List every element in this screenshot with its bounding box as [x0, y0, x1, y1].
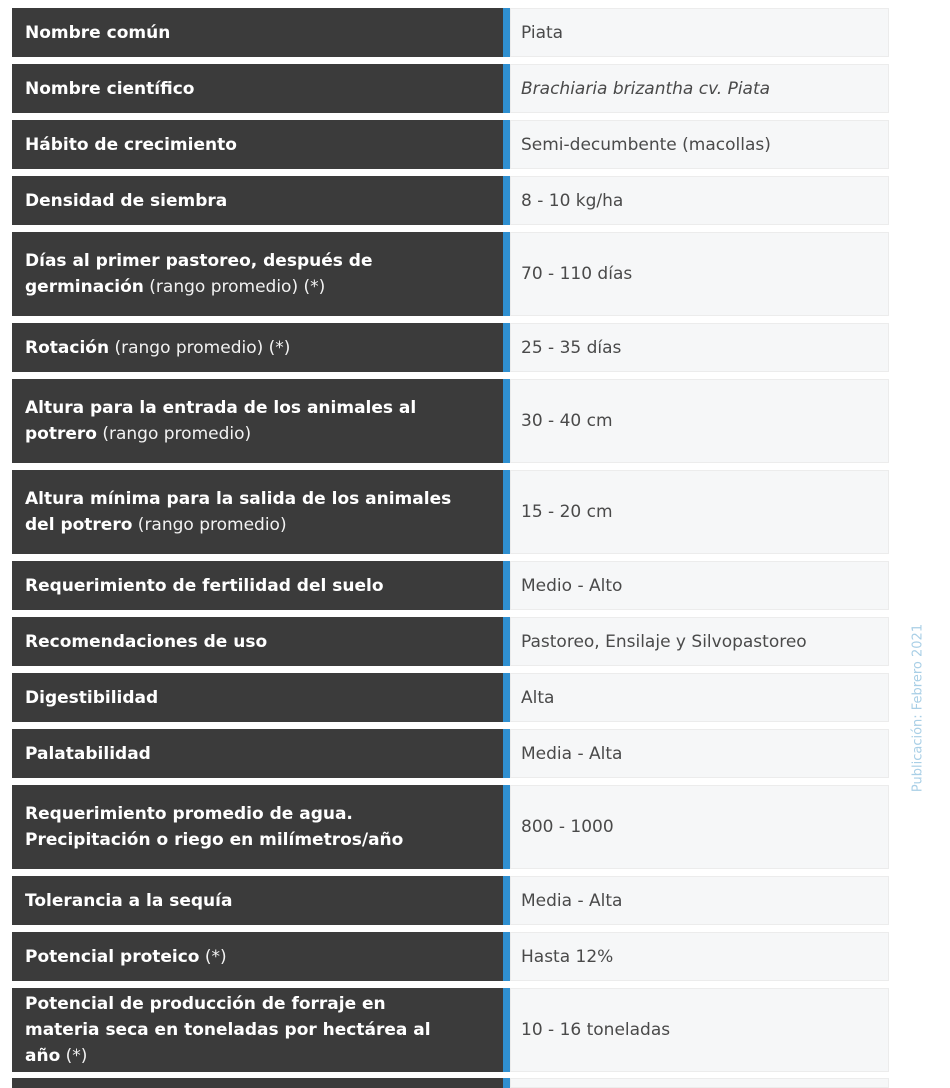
row-value: 30 - 40 cm [510, 379, 889, 463]
row-label-cell: Nombre común [12, 8, 510, 57]
row-label-cell: Requerimiento de fertilidad del suelo [12, 561, 510, 610]
row-label-cell: Rotación (rango promedio) (*) [12, 323, 510, 372]
row-value: Hasta 12% [510, 932, 889, 981]
row-label: Palatabilidad [25, 743, 151, 764]
row-label-cell: Recomendaciones de uso [12, 617, 510, 666]
table-row: Requerimiento de fertilidad del suelo Med… [12, 561, 889, 610]
row-label-cell: Altura para la entrada de los animales a… [12, 379, 510, 463]
table-row: Rotación (rango promedio) (*) 25 - 35 día… [12, 323, 889, 372]
row-value: Media - Alta [510, 876, 889, 925]
row-value: Pastoreo, Ensilaje y Silvopastoreo [510, 617, 889, 666]
row-label-note: (rango promedio) [96, 424, 252, 444]
row-value: Piata [510, 8, 889, 57]
row-value: 800 - 1000 [510, 785, 889, 869]
table-row: Potencial proteico (*) Hasta 12% [12, 932, 889, 981]
row-label: Tolerancia a la sequía [25, 890, 233, 911]
row-label: Nombre científico [25, 78, 195, 99]
row-value: Semi-decumbente (macollas) [510, 120, 889, 169]
row-value: 25 - 35 días [510, 323, 889, 372]
row-label-note: (*) [60, 1046, 88, 1066]
species-data-table: Nombre común Piata Nombre científico Brachi… [12, 8, 889, 1079]
row-label-note: (rango promedio) (*) [143, 277, 326, 297]
table-row: Hábito de crecimiento Semi-decumbente (ma… [12, 120, 889, 169]
table-row: Altura mínima para la salida de los anim… [12, 470, 889, 554]
table-row: Potencial de producción de forraje en ma… [12, 988, 889, 1072]
row-label-note: (*) [199, 946, 227, 967]
row-label-cell: Altura mínima para la salida de los anim… [12, 470, 510, 554]
row-value: 15 - 20 cm [510, 470, 889, 554]
row-label-cell: Potencial de producción de forraje en ma… [12, 988, 510, 1072]
row-label-cell: Tolerancia a la sequía [12, 876, 510, 925]
table-row: Nombre común Piata [12, 8, 889, 57]
table-row: Recomendaciones de uso Pastoreo, Ensilaje… [12, 617, 889, 666]
row-label-note: (rango promedio) (*) [109, 337, 291, 358]
row-label: Recomendaciones de uso [25, 631, 268, 652]
row-label: Días al primer pastoreo, después de germ… [25, 251, 373, 297]
table-row: Palatabilidad Media - Alta [12, 729, 889, 778]
row-label-cell: Densidad de siembra [12, 176, 510, 225]
table-row: Nombre científico Brachiaria brizantha cv… [12, 64, 889, 113]
row-label-cell: Hábito de crecimiento [12, 120, 510, 169]
row-value: Brachiaria brizantha cv. Piata [510, 64, 889, 113]
row-value: Media - Alta [510, 729, 889, 778]
row-label: Potencial de producción de forraje en ma… [25, 994, 431, 1066]
row-label: Digestibilidad [25, 687, 159, 708]
row-label: Densidad de siembra [25, 190, 228, 211]
row-label: Potencial proteico [25, 946, 200, 967]
row-label: Rotación [25, 337, 110, 358]
row-label: Altura para la entrada de los animales a… [25, 398, 417, 444]
table-row: Altura para la entrada de los animales a… [12, 379, 889, 463]
row-label: Hábito de crecimiento [25, 134, 237, 155]
row-value: 70 - 110 días [510, 232, 889, 316]
table-row: Requerimiento promedio de agua. Precipit… [12, 785, 889, 869]
row-label-note: (rango promedio) [132, 515, 287, 535]
table-row: Días al primer pastoreo, después de germ… [12, 232, 889, 316]
row-value: Medio - Alto [510, 561, 889, 610]
row-label: Requerimiento de fertilidad del suelo [25, 575, 384, 596]
row-label: Requerimiento promedio de agua. Precipit… [25, 804, 404, 850]
row-value: Alta [510, 673, 889, 722]
table-row: Tolerancia a la sequía Media - Alta [12, 876, 889, 925]
row-label-cell: Requerimiento promedio de agua. Precipit… [12, 785, 510, 869]
row-label-cell: Potencial proteico (*) [12, 932, 510, 981]
table-row: Densidad de siembra 8 - 10 kg/ha [12, 176, 889, 225]
row-value: 8 - 10 kg/ha [510, 176, 889, 225]
publication-date-note: Publicación: Febrero 2021 [910, 623, 926, 793]
table-row: Digestibilidad Alta [12, 673, 889, 722]
row-label-cell: Digestibilidad [12, 673, 510, 722]
row-label-cell: Nombre científico [12, 64, 510, 113]
row-label-cell: Días al primer pastoreo, después de germ… [12, 232, 510, 316]
row-label: Altura mínima para la salida de los anim… [25, 489, 452, 535]
row-label: Nombre común [25, 22, 171, 43]
row-label-cell: Palatabilidad [12, 729, 510, 778]
row-value: 10 - 16 toneladas [510, 988, 889, 1072]
